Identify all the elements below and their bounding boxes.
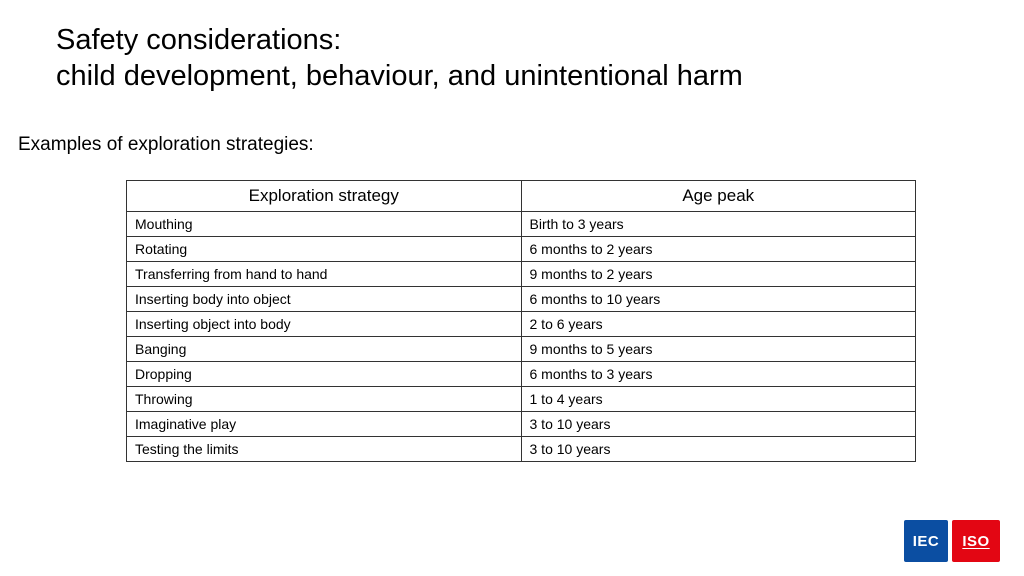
table-row: Dropping6 months to 3 years bbox=[127, 362, 916, 387]
table-row: Imaginative play3 to 10 years bbox=[127, 412, 916, 437]
col-header-age: Age peak bbox=[521, 181, 916, 212]
cell-age: Birth to 3 years bbox=[521, 212, 916, 237]
exploration-table: Exploration strategy Age peak MouthingBi… bbox=[126, 180, 916, 462]
title-line-1: Safety considerations: bbox=[56, 24, 341, 56]
cell-age: 2 to 6 years bbox=[521, 312, 916, 337]
cell-strategy: Inserting object into body bbox=[127, 312, 522, 337]
cell-strategy: Testing the limits bbox=[127, 437, 522, 462]
cell-age: 9 months to 5 years bbox=[521, 337, 916, 362]
iec-logo: IEC bbox=[904, 520, 948, 562]
table-row: Transferring from hand to hand9 months t… bbox=[127, 262, 916, 287]
cell-strategy: Dropping bbox=[127, 362, 522, 387]
iso-logo: ISO bbox=[952, 520, 1000, 562]
cell-age: 6 months to 10 years bbox=[521, 287, 916, 312]
exploration-table-container: Exploration strategy Age peak MouthingBi… bbox=[126, 180, 916, 462]
cell-strategy: Mouthing bbox=[127, 212, 522, 237]
cell-strategy: Imaginative play bbox=[127, 412, 522, 437]
title-line-2: child development, behaviour, and uninte… bbox=[56, 60, 743, 92]
cell-age: 3 to 10 years bbox=[521, 412, 916, 437]
table-body: MouthingBirth to 3 yearsRotating6 months… bbox=[127, 212, 916, 462]
table-row: Inserting body into object6 months to 10… bbox=[127, 287, 916, 312]
table-row: Testing the limits3 to 10 years bbox=[127, 437, 916, 462]
slide-title: Safety considerations: child development… bbox=[56, 22, 984, 95]
cell-age: 1 to 4 years bbox=[521, 387, 916, 412]
table-row: Throwing1 to 4 years bbox=[127, 387, 916, 412]
table-row: Rotating6 months to 2 years bbox=[127, 237, 916, 262]
cell-strategy: Banging bbox=[127, 337, 522, 362]
table-header-row: Exploration strategy Age peak bbox=[127, 181, 916, 212]
table-row: MouthingBirth to 3 years bbox=[127, 212, 916, 237]
cell-age: 3 to 10 years bbox=[521, 437, 916, 462]
cell-strategy: Rotating bbox=[127, 237, 522, 262]
slide-subtitle: Examples of exploration strategies: bbox=[18, 134, 314, 156]
col-header-strategy: Exploration strategy bbox=[127, 181, 522, 212]
footer-logos: IEC ISO bbox=[904, 520, 1000, 562]
cell-age: 6 months to 2 years bbox=[521, 237, 916, 262]
cell-strategy: Transferring from hand to hand bbox=[127, 262, 522, 287]
cell-age: 6 months to 3 years bbox=[521, 362, 916, 387]
table-row: Inserting object into body2 to 6 years bbox=[127, 312, 916, 337]
table-row: Banging9 months to 5 years bbox=[127, 337, 916, 362]
cell-strategy: Inserting body into object bbox=[127, 287, 522, 312]
cell-age: 9 months to 2 years bbox=[521, 262, 916, 287]
cell-strategy: Throwing bbox=[127, 387, 522, 412]
